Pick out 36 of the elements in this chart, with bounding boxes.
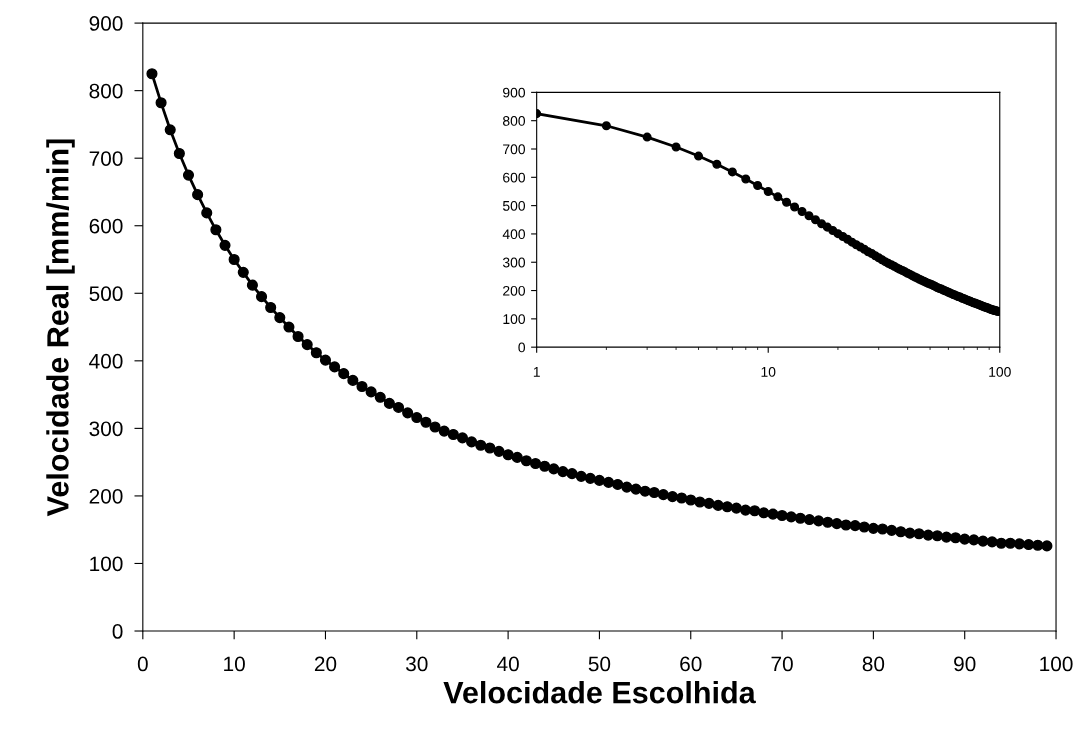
y-tick-label: 400	[89, 353, 123, 369]
y-tick-label: 200	[89, 488, 123, 504]
y-tick-label: 700	[503, 144, 526, 155]
y-tick-label: 200	[503, 285, 526, 296]
x-tick-label: 60	[680, 656, 702, 672]
y-tick-label: 500	[502, 200, 526, 211]
x-tick-label: 40	[497, 656, 519, 672]
x-tick-label: 10	[761, 366, 776, 377]
y-tick-label: 100	[503, 314, 526, 325]
y-tick-label: 0	[112, 624, 123, 639]
y-tick-label: 300	[89, 421, 123, 437]
x-axis-title: Velocidade Escolhida	[443, 680, 756, 704]
y-tick-label: 400	[502, 229, 526, 240]
x-tick-label: 0	[137, 656, 148, 672]
y-tick-label: 800	[89, 83, 123, 99]
y-tick-label: 900	[503, 87, 526, 98]
y-tick-label: 700	[89, 151, 123, 166]
x-tick-label: 70	[771, 656, 793, 672]
x-tick-label: 100	[1040, 656, 1073, 672]
y-tick-label: 300	[502, 257, 526, 268]
x-tick-label: 1	[533, 367, 540, 377]
x-tick-label: 50	[588, 656, 611, 672]
y-tick-label: 600	[503, 172, 526, 183]
x-tick-label: 90	[954, 656, 976, 672]
x-tick-label: 30	[406, 656, 428, 672]
x-tick-label: 20	[314, 656, 337, 672]
y-tick-label: 500	[89, 286, 123, 302]
x-tick-label: 80	[862, 656, 885, 672]
y-axis-title: Velocidade Real [mm/min]	[46, 139, 75, 517]
y-tick-label: 900	[89, 16, 123, 31]
x-tick-label: 10	[224, 656, 245, 672]
y-tick-label: 100	[90, 556, 123, 572]
y-tick-label: 800	[502, 116, 526, 126]
y-tick-label: 600	[89, 218, 123, 234]
x-tick-label: 100	[989, 366, 1011, 377]
y-tick-label: 0	[518, 342, 526, 353]
